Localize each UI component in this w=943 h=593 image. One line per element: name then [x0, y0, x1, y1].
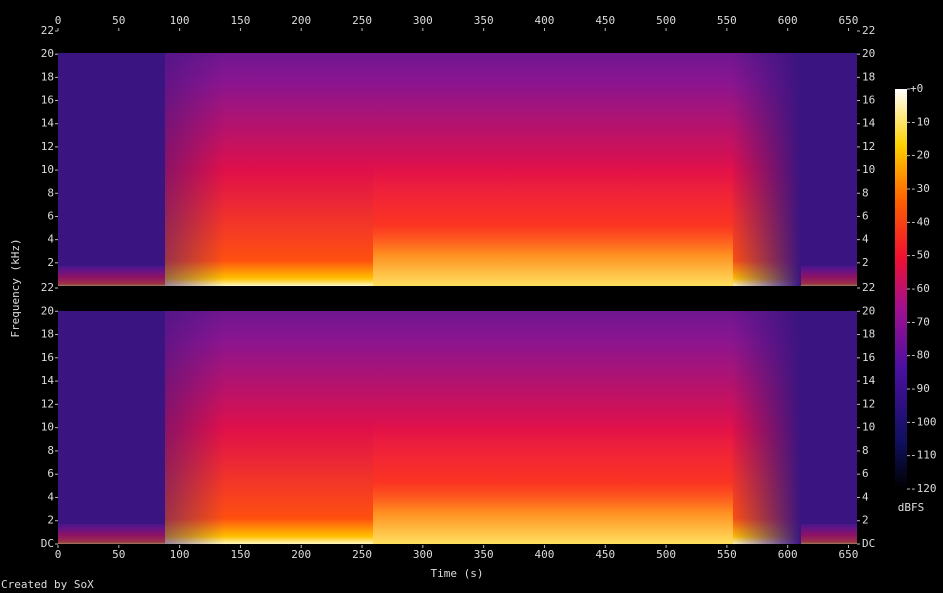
x-tick-label-top: 50	[112, 14, 125, 27]
x-tick-label-top: 200	[291, 14, 311, 27]
x-tick-label-top: 400	[535, 14, 555, 27]
x-tick-label-top: 600	[778, 14, 798, 27]
colorbar-tick-label: -110	[910, 449, 937, 462]
colorbar-tick-label: -50	[910, 249, 930, 262]
x-tick-label-top: 650	[839, 14, 859, 27]
y-tick-label: 2	[47, 514, 54, 527]
y-tick-label: 6	[47, 209, 54, 222]
footer: Created by SoX	[1, 578, 94, 591]
colorbar-tick-label: -10	[910, 115, 930, 128]
y-tick-label: 12	[41, 140, 54, 153]
x-tick-label: 200	[291, 548, 311, 561]
spectrogram-top	[58, 31, 857, 286]
x-tick-label-top: 450	[595, 14, 615, 27]
y-tick-label-right: DC	[862, 537, 875, 550]
y-tick-label-right: 12	[862, 397, 875, 410]
y-tick-label: DC	[41, 537, 54, 550]
y-tick-label-right: 16	[862, 351, 875, 364]
y-axis-label: Frequency (kHz)	[9, 238, 22, 337]
y-tick-label-right: 18	[862, 70, 875, 83]
colorbar-tick-label: -90	[910, 382, 930, 395]
y-tick-label: 12	[41, 397, 54, 410]
y-tick-label-right: 2	[862, 514, 869, 527]
colorbar-label: dBFS	[898, 501, 925, 514]
colorbar-tick-label: -60	[910, 282, 930, 295]
x-tick-label: 300	[413, 548, 433, 561]
x-tick-label: 500	[656, 548, 676, 561]
x-tick-label-top: 250	[352, 14, 372, 27]
y-tick-label-right: 10	[862, 421, 875, 434]
x-tick-label: 150	[230, 548, 250, 561]
x-tick-label: 600	[778, 548, 798, 561]
y-tick-label-right: 14	[862, 117, 876, 130]
y-tick-label: 20	[41, 304, 54, 317]
x-tick-label: 550	[717, 548, 737, 561]
y-tick-label: 22	[41, 281, 54, 294]
colorbar	[895, 89, 907, 489]
colorbar-tick-label: -30	[910, 182, 930, 195]
spectrogram-bottom	[58, 289, 857, 544]
y-tick-label-right: 22	[862, 24, 875, 37]
x-tick-label-top: 550	[717, 14, 737, 27]
y-tick-label-right: 6	[862, 467, 869, 480]
y-tick-label-right: 12	[862, 140, 875, 153]
y-tick-label: 4	[47, 233, 54, 246]
y-tick-label: 4	[47, 490, 54, 503]
x-axis-label: Time (s)	[431, 567, 484, 580]
y-tick-label: 22	[41, 24, 54, 37]
y-tick-label: 14	[41, 374, 55, 387]
y-tick-label-right: 8	[862, 444, 869, 457]
y-tick-label-right: 14	[862, 374, 876, 387]
colorbar-tick-label: -100	[910, 415, 937, 428]
x-tick-label-top: 300	[413, 14, 433, 27]
y-tick-label: 16	[41, 94, 54, 107]
colorbar-tick-label: -70	[910, 315, 930, 328]
y-tick-label-right: 16	[862, 94, 875, 107]
colorbar-tick-label: +0	[910, 82, 923, 95]
y-tick-label-right: 4	[862, 490, 869, 503]
colorbar-tick-label: -120	[910, 482, 937, 495]
y-tick-label: 20	[41, 47, 54, 60]
x-tick-label-top: 500	[656, 14, 676, 27]
x-tick-label: 100	[170, 548, 190, 561]
y-tick-label-right: 20	[862, 304, 875, 317]
y-tick-label-right: 4	[862, 233, 869, 246]
x-tick-label: 650	[839, 548, 859, 561]
y-tick-label-right: 6	[862, 209, 869, 222]
y-tick-label-right: 8	[862, 186, 869, 199]
y-tick-label: 2	[47, 256, 54, 269]
x-tick-label: 350	[474, 548, 494, 561]
y-tick-label: 10	[41, 163, 54, 176]
y-tick-label: 10	[41, 421, 54, 434]
y-tick-label-right: 20	[862, 47, 875, 60]
y-tick-label: 14	[41, 117, 55, 130]
x-tick-label-top: 0	[55, 14, 62, 27]
y-tick-label: 6	[47, 467, 54, 480]
y-tick-label: 16	[41, 351, 54, 364]
y-tick-label: 18	[41, 328, 54, 341]
y-tick-label-right: 10	[862, 163, 875, 176]
colorbar-tick-label: -80	[910, 349, 930, 362]
y-tick-label-right: 18	[862, 328, 875, 341]
x-tick-label-top: 150	[230, 14, 250, 27]
x-tick-label-top: 100	[170, 14, 190, 27]
x-tick-label: 0	[55, 548, 62, 561]
x-tick-label: 50	[112, 548, 125, 561]
colorbar-tick-label: -40	[910, 215, 930, 228]
y-tick-label: 8	[47, 444, 54, 457]
y-tick-label: 18	[41, 70, 54, 83]
y-tick-label-right: 2	[862, 256, 869, 269]
colorbar-tick-label: -20	[910, 149, 930, 162]
x-tick-label: 400	[535, 548, 555, 561]
x-tick-label-top: 350	[474, 14, 494, 27]
y-tick-label-right: 22	[862, 281, 875, 294]
x-tick-label: 450	[595, 548, 615, 561]
x-tick-label: 250	[352, 548, 372, 561]
y-tick-label: 8	[47, 186, 54, 199]
